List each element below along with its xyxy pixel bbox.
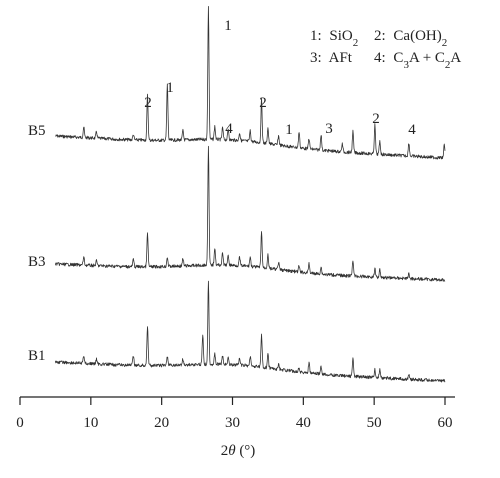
x-tick-label: 50 [367, 415, 382, 431]
series-trace-b1 [55, 280, 446, 383]
series-trace-b5 [55, 5, 446, 160]
x-tick-label: 10 [83, 415, 98, 431]
legend-entry-3: 3: AFt [310, 50, 353, 66]
peak-label: 1 [166, 80, 174, 96]
peak-label: 4 [225, 121, 233, 137]
legend-entry-1: 1: SiO2 [310, 28, 358, 49]
x-axis: 0 10 20 30 40 50 60 2θ (°) [16, 396, 455, 459]
peak-label: 1 [285, 122, 293, 138]
x-tick-label: 20 [154, 415, 169, 431]
legend-entry-2: 2: Ca(OH)2 [374, 28, 447, 49]
peak-label: 2 [372, 111, 380, 127]
peak-label: 3 [325, 121, 333, 137]
x-tick-label: 60 [438, 415, 453, 431]
peak-label: 4 [408, 122, 416, 138]
series-label-b5: B5 [28, 123, 46, 139]
legend-entry-4: 4: C3A + C2A [374, 50, 461, 71]
peak-label: 1 [224, 18, 232, 34]
x-tick-label: 40 [296, 415, 311, 431]
series-label-b1: B1 [28, 348, 46, 364]
x-tick-label: 0 [16, 415, 24, 431]
x-tick-label: 30 [225, 415, 240, 431]
series-label-b3: B3 [28, 254, 46, 270]
traces [55, 5, 446, 383]
x-ticks: 0 10 20 30 40 50 60 [16, 397, 453, 431]
peak-label: 2 [259, 95, 267, 111]
x-axis-title: 2θ (°) [221, 443, 256, 459]
legend: 1: SiO2 2: Ca(OH)2 3: AFt 4: C3A + C2A [310, 28, 461, 71]
series-trace-b3 [55, 145, 446, 282]
